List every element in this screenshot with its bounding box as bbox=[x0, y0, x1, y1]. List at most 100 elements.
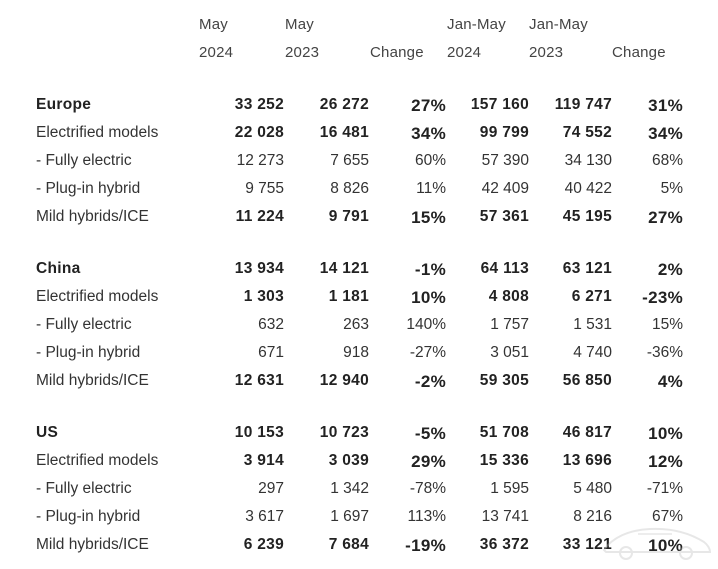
cell-may-2023: 8 826 bbox=[330, 180, 369, 197]
cell-janmay-2023: 8 216 bbox=[573, 508, 612, 525]
cell-change-month: 15% bbox=[411, 208, 446, 227]
header-janmay-2024-line2: 2024 bbox=[447, 44, 482, 61]
cell-janmay-2023: 40 422 bbox=[564, 180, 612, 197]
header-may-2023-line1: May bbox=[285, 16, 314, 33]
cell-janmay-2023: 13 696 bbox=[562, 452, 612, 469]
cell-may-2023: 263 bbox=[343, 316, 369, 333]
cell-janmay-2024: 157 160 bbox=[470, 96, 529, 113]
cell-janmay-2023: 119 747 bbox=[554, 96, 612, 113]
cell-janmay-2023: 56 850 bbox=[562, 372, 612, 389]
cell-may-2024: 33 252 bbox=[234, 96, 284, 113]
cell-change-ytd: 15% bbox=[651, 316, 683, 333]
cell-may-2023: 918 bbox=[343, 344, 369, 361]
cell-may-2023: 12 940 bbox=[319, 372, 369, 389]
table-row: - Plug-in hybrid 3 617 1 697 113% 13 741… bbox=[0, 506, 718, 530]
row-label: - Plug-in hybrid bbox=[36, 508, 141, 525]
table-row: Electrified models 1 303 1 181 10% 4 808… bbox=[0, 286, 718, 310]
table-row: Electrified models 3 914 3 039 29% 15 33… bbox=[0, 450, 718, 474]
cell-may-2023: 9 791 bbox=[328, 208, 369, 225]
cell-janmay-2024: 59 305 bbox=[479, 372, 529, 389]
cell-change-month: 10% bbox=[411, 288, 446, 307]
cell-janmay-2024: 64 113 bbox=[480, 260, 529, 277]
cell-may-2024: 3 914 bbox=[243, 452, 284, 469]
cell-may-2024: 297 bbox=[258, 480, 284, 497]
cell-janmay-2023: 74 552 bbox=[562, 124, 612, 141]
cell-change-ytd: 12% bbox=[648, 452, 683, 471]
cell-janmay-2024: 57 390 bbox=[481, 152, 529, 169]
cell-may-2023: 1 181 bbox=[328, 288, 369, 305]
cell-janmay-2023: 4 740 bbox=[573, 344, 612, 361]
cell-janmay-2024: 99 799 bbox=[479, 124, 529, 141]
cell-may-2023: 1 342 bbox=[330, 480, 369, 497]
cell-janmay-2023: 6 271 bbox=[571, 288, 612, 305]
cell-may-2023: 26 272 bbox=[319, 96, 369, 113]
cell-change-ytd: -36% bbox=[646, 344, 683, 361]
cell-change-ytd: 68% bbox=[651, 152, 683, 169]
cell-change-ytd: 4% bbox=[657, 372, 683, 391]
cell-change-month: 29% bbox=[411, 452, 446, 471]
cell-janmay-2023: 63 121 bbox=[562, 260, 612, 277]
cell-change-ytd: 67% bbox=[651, 508, 683, 525]
cell-janmay-2024: 36 372 bbox=[479, 536, 529, 553]
cell-janmay-2023: 45 195 bbox=[562, 208, 612, 225]
cell-may-2024: 13 934 bbox=[234, 260, 284, 277]
cell-janmay-2024: 4 808 bbox=[488, 288, 529, 305]
table-row: - Plug-in hybrid 671 918 -27% 3 051 4 74… bbox=[0, 342, 718, 366]
header-may-2024-line1: May bbox=[199, 16, 228, 33]
table-row: Mild hybrids/ICE 11 224 9 791 15% 57 361… bbox=[0, 206, 718, 230]
cell-change-month: -1% bbox=[414, 260, 446, 279]
cell-may-2023: 7 684 bbox=[328, 536, 369, 553]
cell-change-month: 27% bbox=[411, 96, 446, 115]
header-janmay-2024-line1: Jan-May bbox=[447, 16, 506, 33]
row-label: - Fully electric bbox=[36, 480, 132, 497]
cell-may-2024: 632 bbox=[258, 316, 284, 333]
cell-may-2024: 9 755 bbox=[245, 180, 284, 197]
cell-change-ytd: 10% bbox=[648, 536, 683, 555]
cell-may-2023: 7 655 bbox=[330, 152, 369, 169]
header-change-ytd: Change bbox=[612, 44, 666, 61]
row-label: Mild hybrids/ICE bbox=[36, 536, 149, 553]
cell-janmay-2024: 15 336 bbox=[479, 452, 529, 469]
row-label: Mild hybrids/ICE bbox=[36, 208, 149, 225]
cell-change-ytd: 10% bbox=[648, 424, 683, 443]
cell-change-ytd: 5% bbox=[660, 180, 683, 197]
cell-may-2023: 14 121 bbox=[319, 260, 369, 277]
cell-janmay-2024: 3 051 bbox=[490, 344, 529, 361]
cell-change-month: -5% bbox=[414, 424, 446, 443]
header-change-month: Change bbox=[370, 44, 424, 61]
table-row: - Fully electric 297 1 342 -78% 1 595 5 … bbox=[0, 478, 718, 502]
table-row: Electrified models 22 028 16 481 34% 99 … bbox=[0, 122, 718, 146]
table-row-china: China 13 934 14 121 -1% 64 113 63 121 2% bbox=[0, 258, 718, 282]
row-label: - Fully electric bbox=[36, 152, 132, 169]
cell-janmay-2023: 33 121 bbox=[562, 536, 612, 553]
header-may-2023-line2: 2023 bbox=[285, 44, 320, 61]
cell-janmay-2023: 5 480 bbox=[573, 480, 612, 497]
cell-change-month: -78% bbox=[409, 480, 446, 497]
row-label: Mild hybrids/ICE bbox=[36, 372, 149, 389]
cell-janmay-2024: 13 741 bbox=[481, 508, 529, 525]
cell-janmay-2024: 42 409 bbox=[481, 180, 529, 197]
cell-change-ytd: 31% bbox=[648, 96, 683, 115]
row-label: Electrified models bbox=[36, 452, 159, 469]
cell-change-month: 34% bbox=[411, 124, 446, 143]
cell-change-month: -27% bbox=[409, 344, 446, 361]
cell-change-ytd: -23% bbox=[642, 288, 683, 307]
cell-may-2023: 10 723 bbox=[319, 424, 369, 441]
cell-may-2024: 11 224 bbox=[235, 208, 284, 225]
row-label: - Plug-in hybrid bbox=[36, 344, 141, 361]
cell-janmay-2024: 51 708 bbox=[479, 424, 529, 441]
row-label: US bbox=[36, 424, 59, 441]
cell-may-2024: 22 028 bbox=[234, 124, 284, 141]
cell-may-2024: 6 239 bbox=[243, 536, 284, 553]
header-janmay-2023-line2: 2023 bbox=[529, 44, 564, 61]
row-label: Europe bbox=[36, 96, 92, 113]
table-row: - Plug-in hybrid 9 755 8 826 11% 42 409 … bbox=[0, 178, 718, 202]
table-row: - Fully electric 632 263 140% 1 757 1 53… bbox=[0, 314, 718, 338]
cell-janmay-2024: 1 757 bbox=[490, 316, 529, 333]
table-row: - Fully electric 12 273 7 655 60% 57 390… bbox=[0, 150, 718, 174]
table-row-us: US 10 153 10 723 -5% 51 708 46 817 10% bbox=[0, 422, 718, 446]
cell-change-month: -19% bbox=[405, 536, 446, 555]
cell-may-2024: 671 bbox=[258, 344, 284, 361]
cell-change-ytd: -71% bbox=[646, 480, 683, 497]
cell-change-month: -2% bbox=[414, 372, 446, 391]
